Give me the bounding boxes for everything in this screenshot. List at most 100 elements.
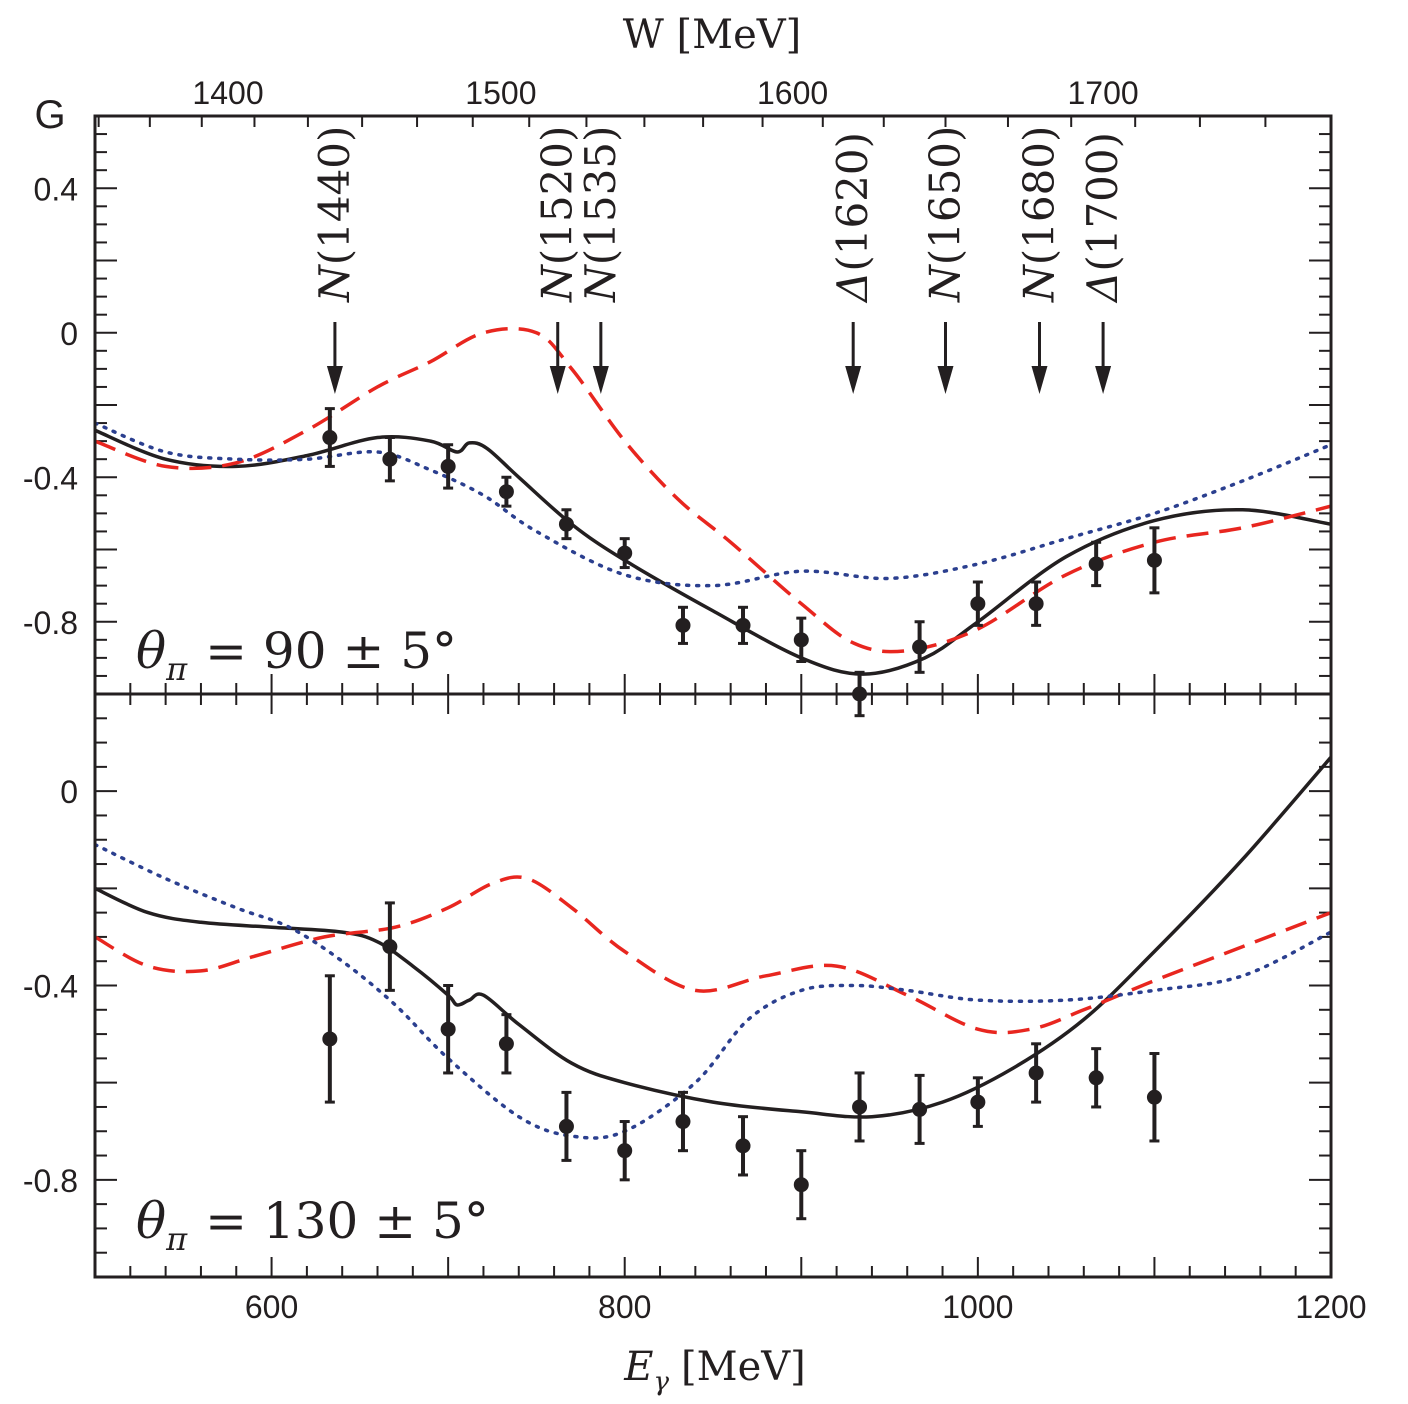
data-marker — [1146, 1089, 1162, 1105]
resonance-marker: N(1440) — [310, 126, 359, 394]
x-axis-label-sub: γ — [653, 1367, 669, 1397]
panel-upper: 0.4 0 -0.4 -0.8 — [23, 114, 1333, 718]
resonance-marker: N(1520) — [533, 126, 582, 394]
data-point — [1028, 1042, 1044, 1104]
y-tick-label: -0.4 — [23, 460, 78, 496]
resonance-mass: (1440) — [310, 126, 359, 266]
y-tick-label: 0 — [60, 316, 78, 352]
data-point — [912, 1073, 928, 1145]
data-marker — [1088, 1070, 1104, 1086]
x-axis-label-main: E — [623, 1344, 653, 1390]
data-marker — [735, 617, 751, 633]
resonance-arrow-head — [549, 366, 566, 394]
curve-dashed — [95, 875, 1331, 1035]
resonance-name: N — [533, 264, 582, 303]
data-marker — [912, 639, 928, 655]
data-marker — [912, 1101, 928, 1117]
data-marker — [1028, 596, 1044, 612]
data-marker — [558, 516, 574, 532]
resonance-label: Δ(1700) — [1078, 132, 1127, 304]
resonance-mass: (1650) — [920, 126, 969, 266]
resonance-mass: (1535) — [576, 126, 625, 266]
resonance-label: N(1520) — [533, 126, 582, 303]
data-point — [912, 620, 928, 674]
data-point — [322, 974, 338, 1104]
top-tick-label: 1400 — [192, 75, 263, 111]
resonance-arrow-head — [592, 366, 609, 394]
data-marker — [498, 1036, 514, 1052]
resonance-name: Δ — [828, 272, 877, 304]
resonance-label: Δ(1620) — [828, 132, 877, 304]
data-point — [675, 1090, 691, 1153]
data-point — [1088, 540, 1104, 588]
resonance-arrow-head — [937, 366, 954, 394]
curve-solid — [95, 428, 1331, 676]
top-tick-label: 1600 — [757, 75, 828, 111]
data-point — [735, 1115, 751, 1177]
resonance-arrow-head — [1031, 366, 1048, 394]
data-marker — [322, 1031, 338, 1047]
data-marker — [498, 484, 514, 500]
y-tick-label: 0 — [60, 774, 78, 810]
data-point — [1028, 580, 1044, 627]
y-axis-ticks — [95, 717, 1331, 1254]
data-point — [1146, 526, 1162, 595]
resonance-label: N(1440) — [310, 126, 359, 303]
data-point — [382, 901, 398, 992]
y-axis-ticks — [95, 133, 1331, 677]
x-axis-ticks — [129, 694, 1297, 1277]
resonance-arrow-head — [845, 366, 862, 394]
panel-upper-angle-value: = 90 ± 5° — [205, 622, 457, 680]
top-axis-label: W [MeV] — [623, 12, 802, 58]
panel-lower-angle-label: θπ = 130 ± 5° — [136, 1192, 489, 1258]
resonance-marker: N(1650) — [920, 126, 969, 394]
resonance-marker: N(1680) — [1014, 126, 1063, 394]
data-marker — [558, 1118, 574, 1134]
panel-lower: 0 -0.4 -0.8 — [23, 692, 1333, 1279]
data-point — [793, 616, 809, 663]
data-marker — [735, 1138, 751, 1154]
resonance-mass: (1700) — [1078, 132, 1127, 272]
data-marker — [1146, 552, 1162, 568]
data-points — [322, 901, 1162, 1221]
curve-dashed — [95, 326, 1331, 654]
data-marker — [675, 617, 691, 633]
resonance-label: N(1650) — [920, 126, 969, 303]
data-marker — [440, 458, 456, 474]
resonance-arrow-head — [1095, 366, 1112, 394]
data-point — [498, 1013, 514, 1075]
data-marker — [322, 430, 338, 446]
data-point — [558, 1090, 574, 1162]
data-points — [322, 407, 1162, 718]
data-point — [970, 580, 986, 627]
resonance-mass: (1620) — [828, 132, 877, 272]
data-point — [793, 1149, 809, 1221]
bottom-axis-ticks: 600 800 1000 1200 — [245, 1289, 1367, 1325]
data-point — [735, 605, 751, 645]
x-tick-label: 1000 — [942, 1289, 1013, 1325]
data-point — [498, 475, 514, 508]
resonance-label: N(1680) — [1014, 126, 1063, 303]
panel-lower-theta-sub: π — [165, 1220, 188, 1258]
curve-dotted — [95, 421, 1331, 588]
data-marker — [970, 1094, 986, 1110]
panel-lower-theta: θ — [136, 1192, 166, 1250]
panel-letter: G — [34, 93, 65, 137]
data-point — [440, 984, 456, 1075]
panel-upper-theta: θ — [136, 622, 166, 680]
resonance-label: N(1535) — [576, 126, 625, 303]
resonance-name: Δ — [1078, 272, 1127, 304]
data-marker — [1088, 556, 1104, 572]
data-point — [382, 436, 398, 483]
resonance-arrow-head — [326, 366, 343, 394]
data-point — [558, 508, 574, 541]
top-tick-label: 1500 — [465, 75, 536, 111]
top-axis-ticks: 1400 1500 1600 1700 — [97, 75, 1267, 127]
data-marker — [382, 939, 398, 955]
y-tick-label: -0.8 — [23, 605, 78, 641]
panel-frame — [93, 692, 1333, 1279]
data-point — [970, 1076, 986, 1128]
x-tick-label: 600 — [245, 1289, 298, 1325]
x-tick-label: 1200 — [1295, 1289, 1366, 1325]
